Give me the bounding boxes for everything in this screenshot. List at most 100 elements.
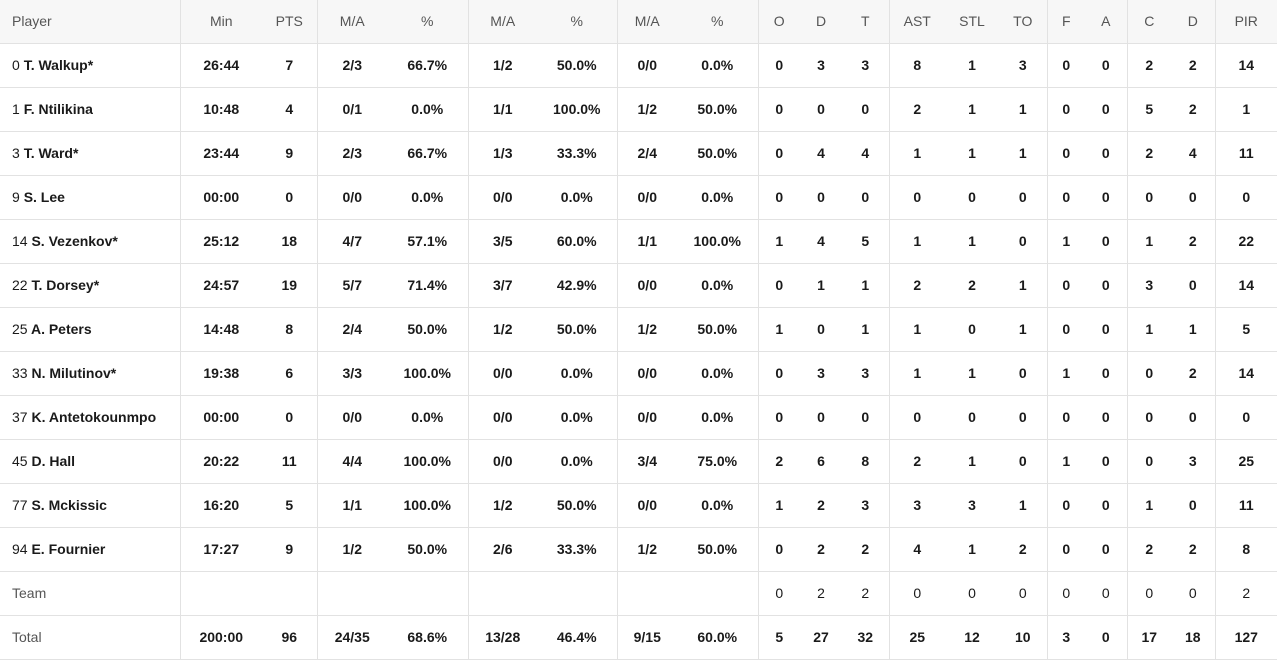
- stat-foul-d: 2: [1188, 101, 1197, 117]
- table-row: 45 D. Hall 20:22 11 4/4 100.0% 0/0 0.0% 3/4 75.0…: [0, 439, 1277, 483]
- stat-blk-a: 0: [1101, 101, 1110, 117]
- player-cell[interactable]: 3 T. Ward*: [0, 131, 180, 175]
- stat-ft-ma: 0/0: [616, 43, 677, 87]
- stat-to: 1: [1018, 101, 1027, 117]
- player-name[interactable]: E. Fournier: [31, 541, 106, 557]
- stat-3pt-ma: 2/6: [467, 527, 537, 571]
- table-row: 9 S. Lee 00:00 0 0/0 0.0% 0/0 0.0% 0/0 0.0% 0 0 0 0 0…: [0, 175, 1277, 219]
- header-player[interactable]: Player: [0, 0, 180, 44]
- header-foul-c[interactable]: C: [1126, 0, 1171, 44]
- player-name[interactable]: S. Vezenkov*: [31, 233, 118, 249]
- stat-stl: 0: [968, 321, 976, 337]
- player-name[interactable]: S. Lee: [23, 189, 65, 205]
- stat-stl: 1: [968, 57, 976, 73]
- stat-pir: 25: [1214, 439, 1277, 483]
- player-name[interactable]: N. Milutinov*: [31, 365, 117, 381]
- stat-ast: 4: [888, 527, 945, 571]
- stat-foul-d: 2: [1188, 233, 1197, 249]
- stat-min: 14:48: [179, 307, 262, 351]
- stat-ft-ma: 0/0: [616, 483, 677, 527]
- stat-blk-a: 0: [1101, 233, 1110, 249]
- stat-min: 200:00: [179, 615, 262, 659]
- player-cell[interactable]: 77 S. Mckissic: [0, 483, 180, 527]
- header-reb-def[interactable]: D: [800, 0, 842, 44]
- stat-ast: 25: [888, 615, 945, 659]
- stat-foul-d: 3: [1188, 453, 1197, 469]
- stat-reb-total: 2: [861, 541, 870, 557]
- stat-pts: 19: [281, 277, 298, 293]
- player-cell[interactable]: 9 S. Lee: [0, 175, 180, 219]
- header-ft-pct[interactable]: %: [677, 0, 758, 44]
- stat-blk-a: 0: [1101, 541, 1110, 557]
- stat-2pt-pct: 0.0%: [411, 189, 444, 205]
- player-name[interactable]: K. Antetokounmpo: [31, 409, 157, 425]
- stat-reb-total: 1: [861, 277, 870, 293]
- stat-min: 26:44: [179, 43, 262, 87]
- stat-2pt-ma: 2/4: [316, 307, 387, 351]
- table-row: 33 N. Milutinov* 19:38 6 3/3 100.0% 0/0 0.0% 0/…: [0, 351, 1277, 395]
- stat-3pt-pct: 46.4%: [556, 629, 597, 645]
- player-name[interactable]: T. Ward*: [23, 145, 79, 161]
- header-to[interactable]: TO: [999, 0, 1047, 44]
- header-3pt-ma[interactable]: M/A: [467, 0, 537, 44]
- stat-min: 00:00: [179, 395, 262, 439]
- stat-pir: 22: [1214, 219, 1277, 263]
- stat-foul-c: 1: [1126, 307, 1171, 351]
- stat-2pt-pct: 68.6%: [407, 629, 448, 645]
- header-stl[interactable]: STL: [945, 0, 999, 44]
- player-cell[interactable]: 14 S. Vezenkov*: [0, 219, 180, 263]
- stat-2pt-ma: 24/35: [316, 615, 387, 659]
- player-cell[interactable]: 25 A. Peters: [0, 307, 180, 351]
- stat-to: 0: [1018, 189, 1027, 205]
- stat-reb-total: 4: [861, 145, 870, 161]
- stat-blk-f: 1: [1046, 219, 1085, 263]
- stat-ast: 0: [888, 175, 945, 219]
- player-cell[interactable]: 45 D. Hall: [0, 439, 180, 483]
- player-name[interactable]: A. Peters: [30, 321, 92, 337]
- header-3pt-pct[interactable]: %: [537, 0, 617, 44]
- stat-blk-f: 0: [1046, 131, 1085, 175]
- player-cell[interactable]: 0 T. Walkup*: [0, 43, 180, 87]
- header-ft-ma[interactable]: M/A: [616, 0, 677, 44]
- player-cell[interactable]: 33 N. Milutinov*: [0, 351, 180, 395]
- stat-to: 1: [1018, 145, 1027, 161]
- player-name[interactable]: T. Walkup*: [23, 57, 94, 73]
- stat-pts: 5: [285, 497, 294, 513]
- player-cell[interactable]: 94 E. Fournier: [0, 527, 180, 571]
- player-cell[interactable]: 37 K. Antetokounmpo: [0, 395, 180, 439]
- stat-foul-c: 3: [1126, 263, 1171, 307]
- header-ast[interactable]: AST: [888, 0, 945, 44]
- header-blk-f[interactable]: F: [1046, 0, 1085, 44]
- player-name[interactable]: T. Dorsey*: [31, 277, 100, 293]
- table-row: 37 K. Antetokounmpo 00:00 0 0/0 0.0% 0/0 0.0% 0…: [0, 395, 1277, 439]
- player-cell[interactable]: 1 F. Ntilikina: [0, 87, 180, 131]
- player-name[interactable]: S. Mckissic: [31, 497, 107, 513]
- header-pir[interactable]: PIR: [1214, 0, 1277, 44]
- stat-foul-c: 2: [1126, 131, 1171, 175]
- stat-2pt-ma: 0/1: [316, 87, 387, 131]
- header-2pt-pct[interactable]: %: [387, 0, 468, 44]
- header-reb-total[interactable]: T: [842, 0, 889, 44]
- header-foul-d[interactable]: D: [1171, 0, 1215, 44]
- player-name[interactable]: D. Hall: [31, 453, 76, 469]
- header-blk-a[interactable]: A: [1085, 0, 1127, 44]
- player-cell[interactable]: 22 T. Dorsey*: [0, 263, 180, 307]
- header-2pt-ma[interactable]: M/A: [316, 0, 387, 44]
- player-name[interactable]: F. Ntilikina: [23, 101, 93, 117]
- stat-blk-f: 0: [1046, 483, 1085, 527]
- stat-foul-d: 0: [1188, 277, 1197, 293]
- player-number: 25: [12, 321, 28, 337]
- header-min[interactable]: Min: [179, 0, 262, 44]
- stat-ast: 2: [888, 87, 945, 131]
- stat-min: 00:00: [179, 175, 262, 219]
- header-pts[interactable]: PTS: [262, 0, 317, 44]
- stat-foul-d: 0: [1188, 409, 1197, 425]
- stat-2pt-ma: 2/3: [316, 131, 387, 175]
- stat-reb-def: 3: [817, 365, 825, 381]
- stat-pts: 7: [285, 57, 294, 73]
- stat-reb-off: 1: [757, 307, 800, 351]
- stat-stl: 2: [968, 277, 976, 293]
- stat-blk-f: 0: [1046, 43, 1085, 87]
- header-reb-off[interactable]: O: [757, 0, 800, 44]
- stat-ft-pct: 50.0%: [697, 101, 738, 117]
